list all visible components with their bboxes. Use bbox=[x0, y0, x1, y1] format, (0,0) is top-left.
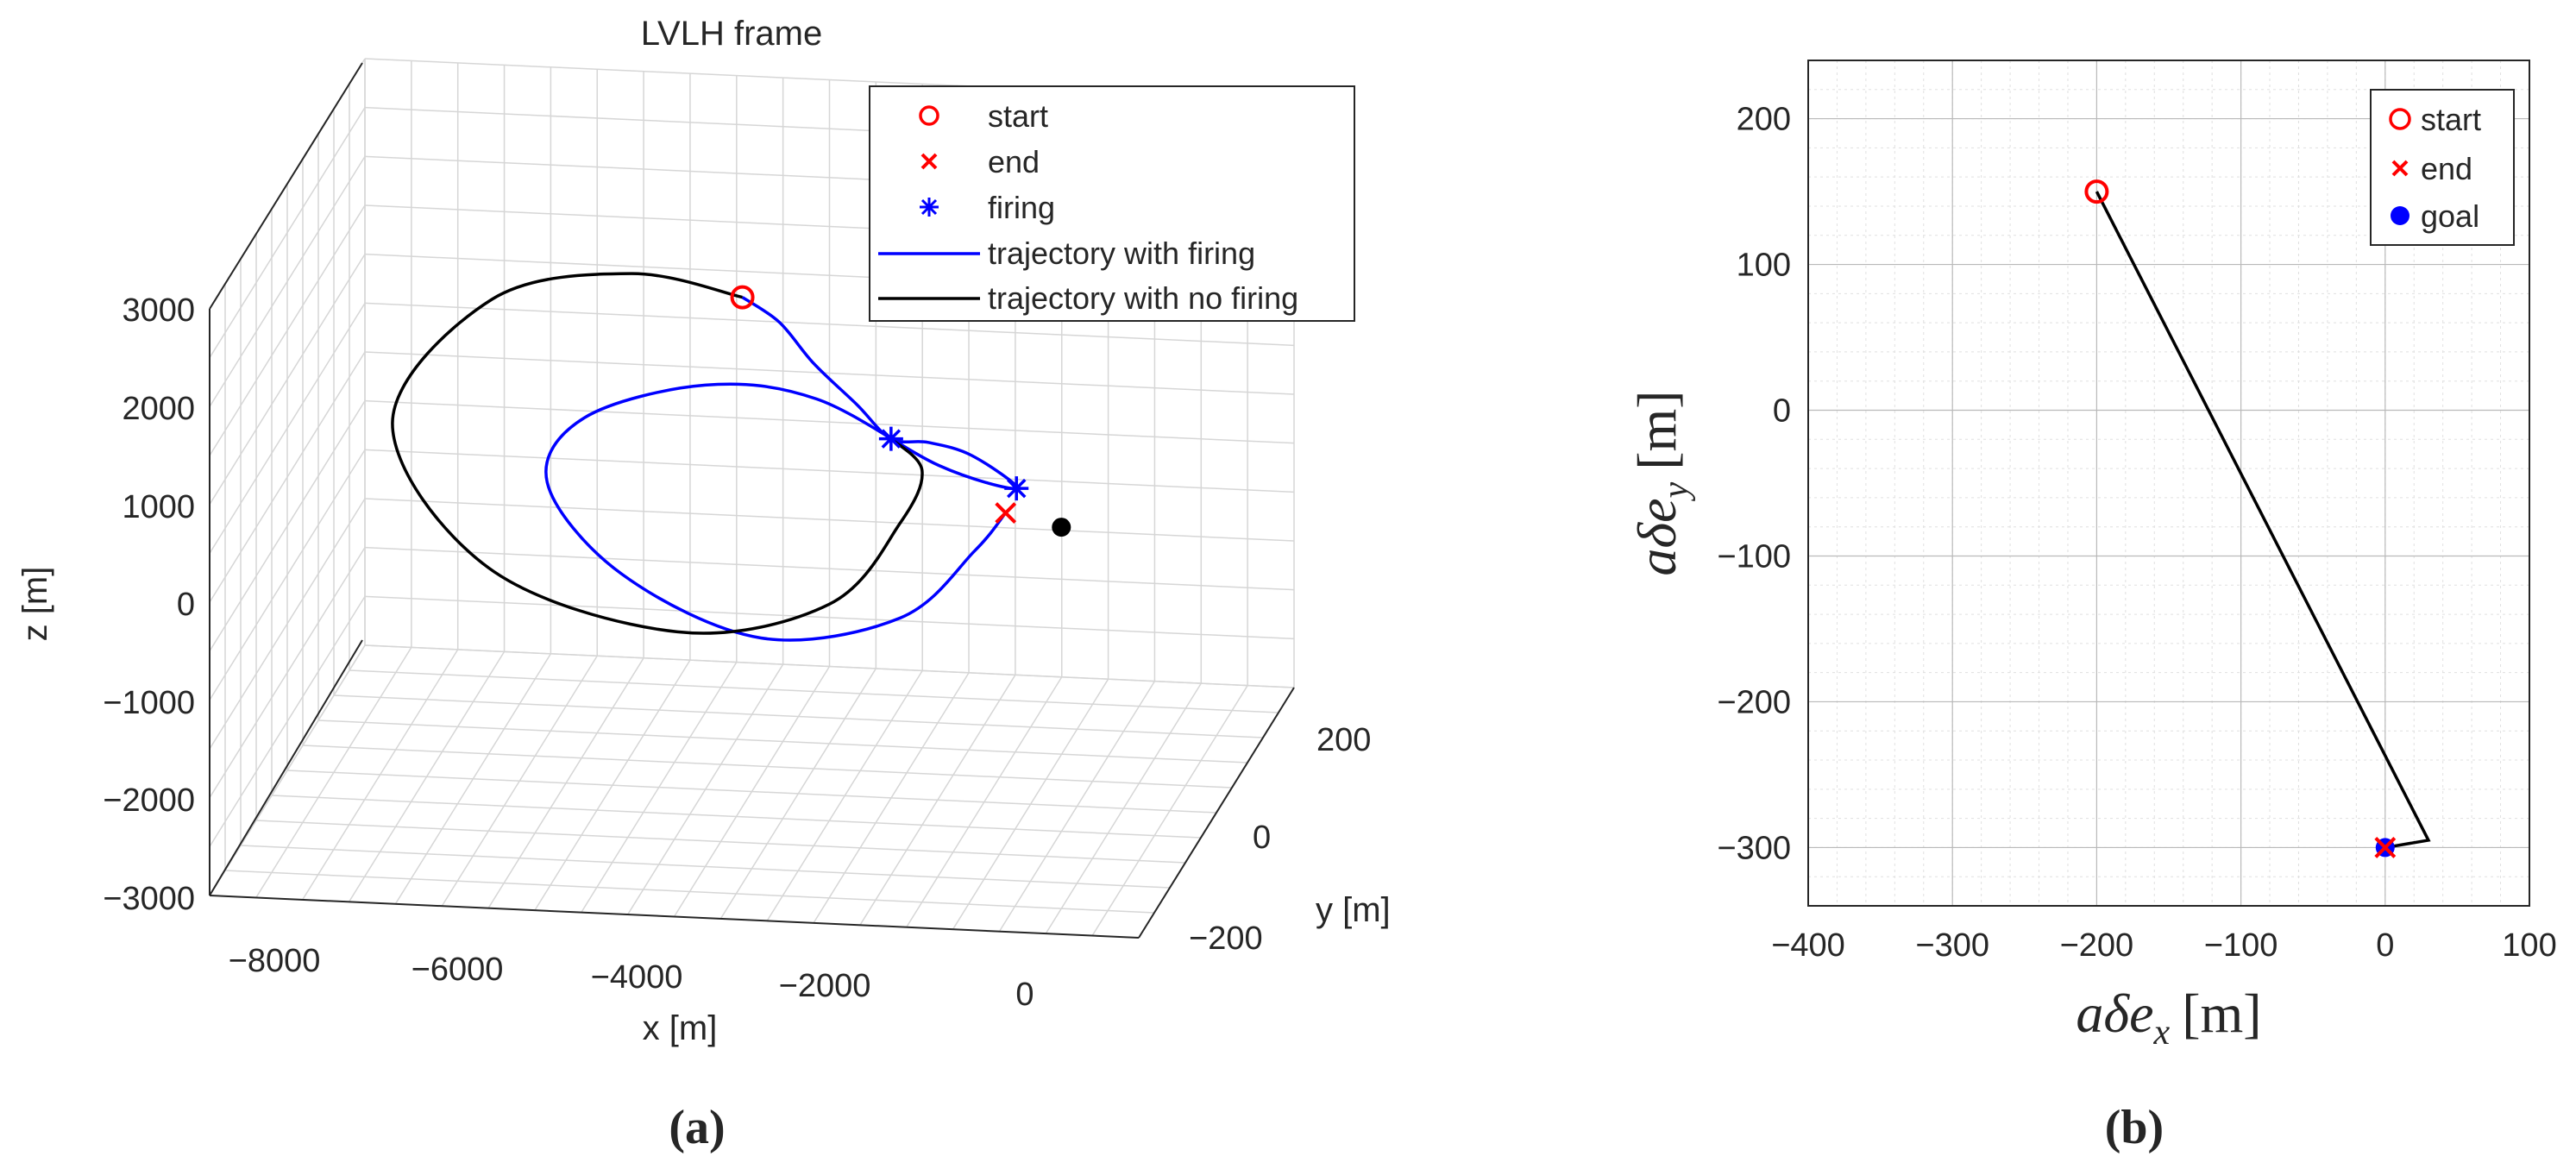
x-tick-label: 100 bbox=[2502, 927, 2556, 964]
legend-traj-nofiring-label: trajectory with no firing bbox=[988, 280, 1298, 316]
panel-a-box bbox=[209, 62, 1295, 939]
panel-a-legend: start end firing trajectory with firing … bbox=[869, 85, 1355, 322]
gridline bbox=[255, 820, 1186, 864]
gridline bbox=[271, 795, 1202, 839]
panel-b-series bbox=[2095, 191, 2431, 850]
legend-traj-firing-label: trajectory with firing bbox=[988, 236, 1255, 271]
panel-a-series bbox=[391, 272, 1019, 642]
gridline bbox=[286, 770, 1217, 814]
legend-end-marker bbox=[2391, 160, 2409, 177]
y-tick-label: −300 bbox=[1717, 830, 1791, 866]
gridline bbox=[240, 845, 1171, 889]
panel-a-x-ticks: −8000 −6000 −4000 −2000 0 bbox=[229, 943, 1034, 1013]
y-tick-label: 100 bbox=[1737, 248, 1791, 284]
y-tick-label: 200 bbox=[1316, 722, 1371, 758]
x-tick-label: −300 bbox=[1915, 927, 1989, 964]
legend-end-label: end bbox=[2421, 151, 2472, 186]
legend-end-marker bbox=[920, 153, 938, 170]
legend-goal-label: goal bbox=[2421, 198, 2479, 234]
x-tick-label: −200 bbox=[2060, 927, 2134, 964]
end-marker bbox=[995, 502, 1017, 524]
x-tick-label: −400 bbox=[1771, 927, 1845, 964]
panel-a-markers bbox=[730, 285, 1071, 537]
series-trajectory-with-firing bbox=[544, 296, 1019, 642]
gridline bbox=[333, 694, 1264, 738]
legend-end-label: end bbox=[988, 144, 1040, 179]
panel-b-markers bbox=[2084, 179, 2397, 858]
x-axis-label: x [m] bbox=[643, 1009, 718, 1047]
x-tick-label: −4000 bbox=[591, 959, 683, 996]
gridline bbox=[302, 745, 1233, 789]
gridline bbox=[349, 669, 1279, 713]
y-tick-label: 0 bbox=[1773, 393, 1791, 430]
firing-marker bbox=[1004, 476, 1029, 501]
y-tick-label: −200 bbox=[1189, 921, 1263, 957]
legend-start-label: start bbox=[988, 98, 1048, 134]
z-tick-label: −2000 bbox=[103, 782, 195, 819]
panel-b-2d-chart: −400 −300 −200 −100 0 1002001000−100−200−300 … bbox=[1626, 60, 2557, 1154]
legend-start-marker bbox=[2389, 108, 2411, 130]
z-tick-label: −1000 bbox=[103, 685, 195, 721]
z-tick-label: 0 bbox=[177, 587, 195, 623]
panel-b-x-axis-label: aδex [m] bbox=[2076, 983, 2261, 1052]
z-tick-label: 1000 bbox=[122, 489, 195, 525]
legend-firing-marker bbox=[920, 198, 939, 217]
start-marker bbox=[2084, 179, 2109, 204]
legend-firing-label: firing bbox=[988, 190, 1055, 225]
y-tick-label: −100 bbox=[1717, 538, 1791, 575]
x-tick-label: −100 bbox=[2204, 927, 2278, 964]
start-marker bbox=[730, 285, 755, 310]
x-tick-label: 0 bbox=[1015, 977, 1034, 1013]
panel-b-caption: (b) bbox=[2105, 1101, 2164, 1154]
z-tick-label: 3000 bbox=[122, 292, 195, 329]
x-tick-label: −6000 bbox=[412, 952, 504, 988]
z-tick-label: −3000 bbox=[103, 881, 195, 917]
panel-a-z-ticks: 3000 2000 1000 0 −1000 −2000 −3000 bbox=[103, 292, 195, 917]
z-tick-label: 2000 bbox=[122, 391, 195, 427]
panel-a-gridlines bbox=[209, 58, 1295, 939]
legend-start-marker bbox=[919, 105, 939, 126]
panel-b-ticks: −400 −300 −200 −100 0 100 200 100 0 −100 −200 −300 bbox=[1717, 102, 2556, 964]
x-tick-label: 0 bbox=[2376, 927, 2394, 964]
firing-marker bbox=[878, 426, 903, 451]
legend-box bbox=[869, 85, 1355, 322]
z-axis-label: z [m] bbox=[16, 567, 54, 642]
y-tick-label: 200 bbox=[1737, 102, 1791, 138]
trajectory-line bbox=[2095, 191, 2431, 850]
series-trajectory-with-no-firing bbox=[391, 272, 924, 635]
panel-a-3d-chart: LVLH frame 3000 2000 1000 0 −1000 −2000 … bbox=[16, 15, 1391, 1154]
panel-b-axes-box bbox=[1807, 60, 2530, 907]
gridline bbox=[224, 870, 1155, 914]
x-tick-label: −8000 bbox=[229, 943, 321, 979]
y-tick-label: −200 bbox=[1717, 684, 1791, 720]
panel-a-caption: (a) bbox=[669, 1101, 725, 1154]
gridline bbox=[317, 719, 1248, 763]
panel-b-legend: start end goal bbox=[2370, 89, 2515, 246]
y-tick-label: 0 bbox=[1253, 820, 1271, 856]
target-marker bbox=[1052, 518, 1071, 537]
panel-a-y-ticks: 200 0 −200 bbox=[1189, 722, 1371, 957]
y-axis-label: y [m] bbox=[1316, 891, 1391, 929]
end-marker bbox=[2374, 836, 2397, 858]
x-tick-label: −2000 bbox=[779, 968, 871, 1004]
legend-goal-marker bbox=[2391, 206, 2410, 225]
gridline bbox=[364, 644, 1295, 688]
panel-b-y-axis-label: aδey[m] bbox=[1626, 390, 1696, 575]
legend-start-label: start bbox=[2421, 102, 2481, 137]
panel-a-title: LVLH frame bbox=[641, 15, 822, 53]
